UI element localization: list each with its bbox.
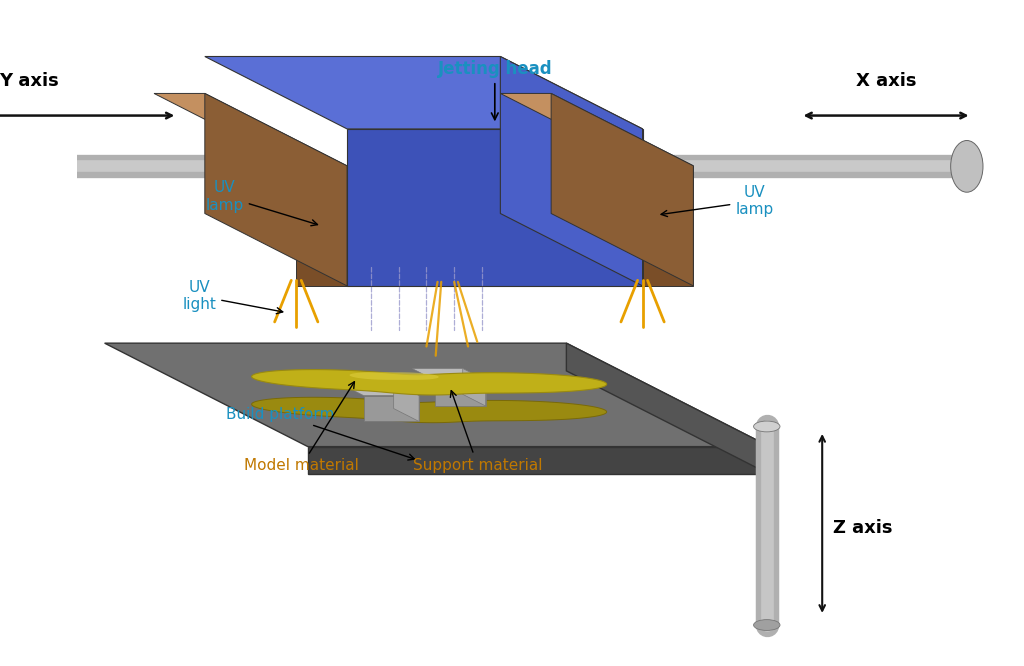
Bar (0, 151, 14, 182)
Polygon shape (463, 368, 485, 406)
Polygon shape (296, 166, 347, 286)
Text: Build platform: Build platform (226, 407, 415, 460)
Polygon shape (205, 57, 643, 129)
Polygon shape (104, 343, 770, 447)
Polygon shape (435, 380, 485, 406)
Polygon shape (393, 383, 419, 422)
Text: UV
light: UV light (182, 280, 283, 314)
Polygon shape (349, 372, 438, 380)
Text: UV
lamp: UV lamp (662, 185, 773, 217)
Polygon shape (205, 93, 347, 286)
Text: Support material: Support material (413, 391, 543, 473)
Polygon shape (338, 383, 419, 396)
Ellipse shape (754, 619, 780, 631)
Polygon shape (308, 447, 770, 474)
Polygon shape (551, 93, 693, 286)
Ellipse shape (754, 421, 780, 432)
Text: Z axis: Z axis (834, 519, 893, 537)
Polygon shape (364, 396, 419, 422)
Polygon shape (501, 93, 693, 166)
Text: UV
lamp: UV lamp (206, 180, 317, 226)
Polygon shape (566, 343, 770, 474)
Polygon shape (154, 93, 347, 166)
Text: Y axis: Y axis (0, 72, 59, 90)
Polygon shape (252, 398, 606, 423)
Text: Model material: Model material (244, 382, 358, 474)
Text: X axis: X axis (856, 72, 916, 90)
Ellipse shape (950, 141, 983, 192)
Polygon shape (252, 370, 606, 395)
Polygon shape (643, 166, 693, 286)
Polygon shape (347, 129, 643, 286)
Polygon shape (501, 57, 643, 286)
Text: Jetting head: Jetting head (437, 60, 552, 120)
Polygon shape (412, 368, 485, 380)
